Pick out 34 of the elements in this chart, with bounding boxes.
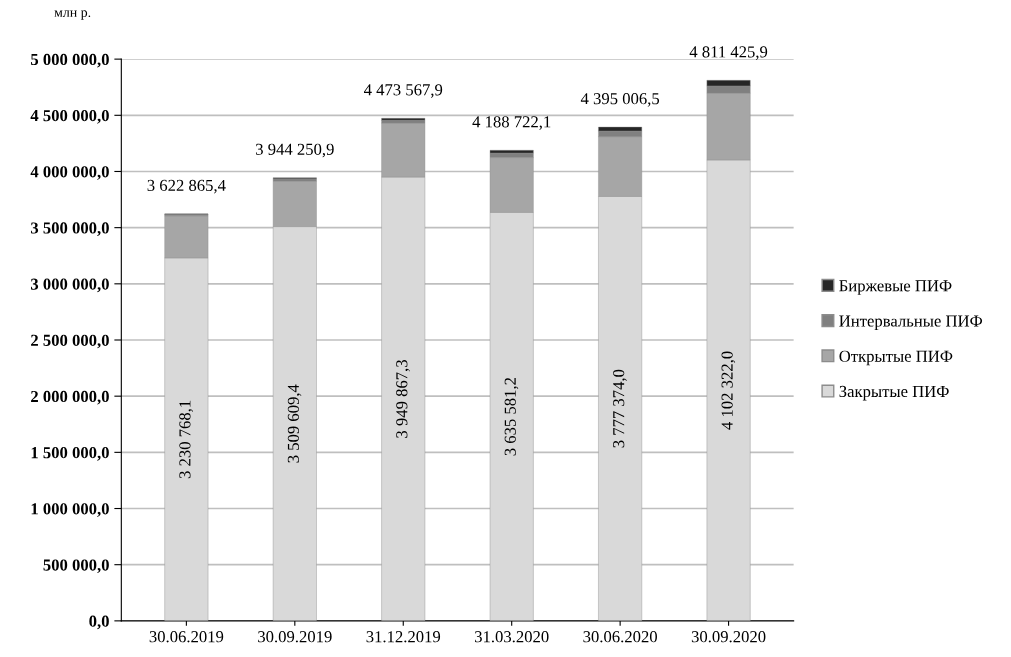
y-tick-label: 500 000,0 xyxy=(43,559,109,574)
y-tick-label: 3 000 000,0 xyxy=(30,278,109,293)
y-tick-label: 5 000 000,0 xyxy=(31,53,109,68)
y-tick-label: 2 000 000,0 xyxy=(31,390,109,405)
total-label: 4 395 006,5 xyxy=(580,93,660,107)
y-tick-label: 1 000 000,0 xyxy=(31,503,109,517)
legend-label: Интервальные ПИФ xyxy=(839,315,983,330)
data-label: 3 949 867,3 xyxy=(396,360,410,438)
total-label: 3 622 865,4 xyxy=(147,179,226,194)
y-tick-label: 4 500 000,0 xyxy=(30,110,109,124)
legend-label: Закрытые ПИФ xyxy=(839,385,949,401)
data-label: 3 509 609,4 xyxy=(287,384,302,463)
y-tick-label: 1 500 000,0 xyxy=(31,447,109,461)
y-axis-title: млн р. xyxy=(54,10,91,20)
data-label: 3 230 768,1 xyxy=(179,400,193,479)
total-label: 4 473 567,9 xyxy=(364,84,443,98)
data-label: 4 102 322,0 xyxy=(721,351,736,430)
y-tick-label: 2 500 000,0 xyxy=(31,334,109,349)
x-tick-label: 30.06.2020 xyxy=(583,631,657,643)
total-label: 4 188 722,1 xyxy=(472,116,551,130)
x-tick-label: 30.09.2019 xyxy=(258,631,332,643)
data-label: 3 635 581,2 xyxy=(504,377,519,456)
data-label: 3 777 374,0 xyxy=(613,369,627,448)
total-label: 3 944 250,9 xyxy=(256,143,334,158)
y-tick-label: 4 000 000,0 xyxy=(30,166,109,180)
x-tick-label: 31.03.2020 xyxy=(474,631,549,643)
x-tick-label: 31.12.2019 xyxy=(366,631,441,643)
y-tick-label: 0,0 xyxy=(89,615,109,630)
x-tick-label: 30.06.2019 xyxy=(149,631,224,643)
legend-label: Биржевые ПИФ xyxy=(839,280,952,295)
x-tick-label: 30.09.2020 xyxy=(691,631,766,643)
legend-label: Открытые ПИФ xyxy=(839,350,953,366)
total-label: 4 811 425,9 xyxy=(689,46,768,60)
y-tick-label: 3 500 000,0 xyxy=(30,222,109,237)
